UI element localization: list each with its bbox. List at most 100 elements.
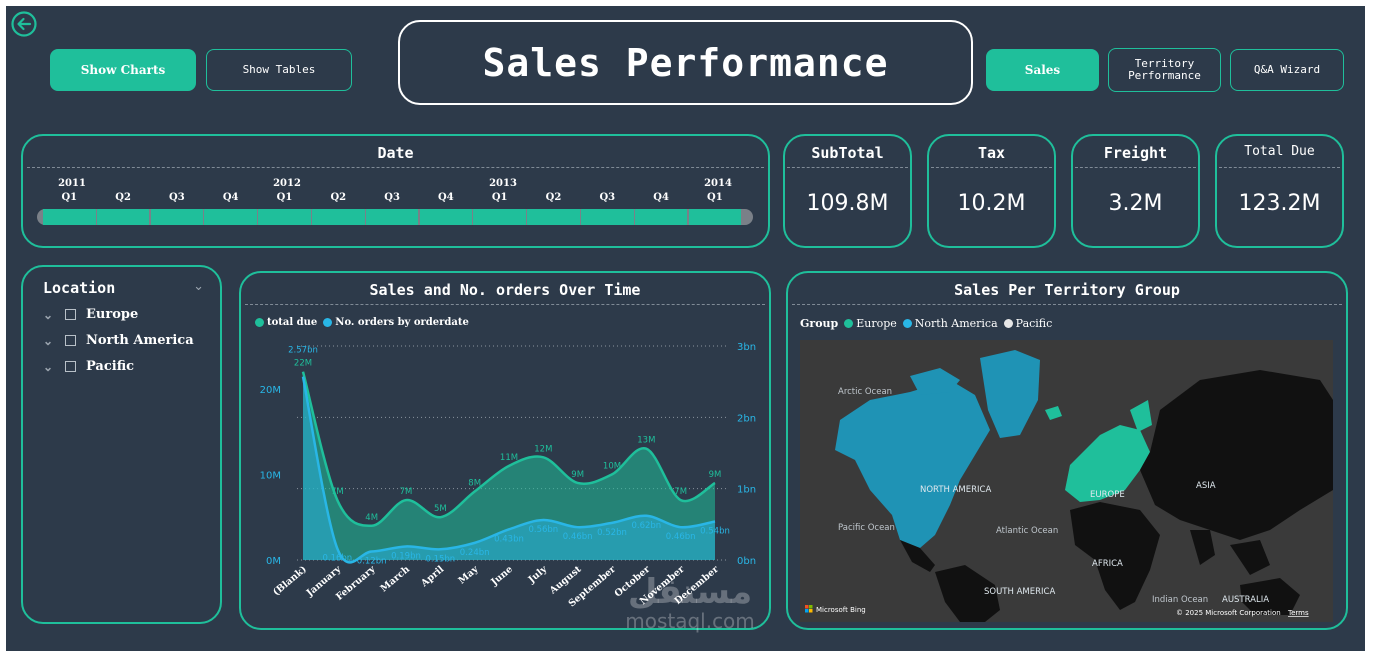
- location-item-pacific[interactable]: ⌄ Pacific: [43, 359, 134, 374]
- legend-dot: [255, 318, 264, 327]
- x-axis-tick: (Blank): [271, 564, 309, 598]
- data-label-orders: 0.46bn: [563, 532, 593, 542]
- territory-performance-button[interactable]: Territory Performance: [1108, 48, 1221, 92]
- kpi-value: 3.2M: [1108, 191, 1163, 216]
- kpi-total-due: Total Due 123.2M: [1215, 134, 1344, 248]
- kpi-subtotal: SubTotal 109.8M: [783, 134, 912, 248]
- checkbox[interactable]: [65, 335, 76, 346]
- kpi-title: Tax: [977, 144, 1006, 162]
- quarter-cell[interactable]: [419, 209, 473, 225]
- divider: [787, 167, 908, 168]
- data-label-total-due: 11M: [500, 453, 518, 463]
- x-axis-tick: July: [526, 564, 550, 587]
- quarter-cell[interactable]: [150, 209, 204, 225]
- map-terms-link[interactable]: Terms: [1287, 609, 1309, 617]
- kpi-title: Freight: [1103, 144, 1168, 162]
- quarter-cell[interactable]: [204, 209, 257, 225]
- kpi-value: 10.2M: [957, 191, 1026, 216]
- legend-item-north-america[interactable]: North America: [902, 317, 998, 330]
- location-item-europe[interactable]: ⌄ Europe: [43, 307, 138, 322]
- checkbox[interactable]: [65, 361, 76, 372]
- legend-label: No. orders by orderdate: [335, 317, 469, 328]
- legend-item-total-due[interactable]: total due: [255, 317, 317, 328]
- show-charts-button[interactable]: Show Charts: [50, 49, 196, 91]
- quarter-cell[interactable]: [581, 209, 634, 225]
- data-label-total-due: 12M: [534, 444, 552, 454]
- legend-dot: [844, 319, 854, 328]
- quarter-label: Q1: [61, 192, 78, 203]
- chevron-down-icon[interactable]: ⌄: [43, 359, 54, 374]
- quarter-label: Q2: [545, 192, 562, 203]
- page-title: Sales Performance: [482, 40, 889, 85]
- sales-button[interactable]: Sales: [986, 49, 1099, 91]
- data-label-total-due: 8M: [468, 479, 481, 489]
- chevron-down-icon[interactable]: ⌄: [43, 307, 54, 322]
- data-label-total-due: 10M: [603, 461, 621, 471]
- show-tables-button[interactable]: Show Tables: [206, 49, 352, 91]
- map-label: Arctic Ocean: [838, 387, 892, 397]
- location-item-north-america[interactable]: ⌄ North America: [43, 333, 194, 348]
- date-timeline[interactable]: 2011 2012 2013 2014 Q1 Q2 Q3 Q4 Q1 Q2 Q3 Q4 Q1 Q2…: [37, 176, 753, 228]
- checkbox[interactable]: [65, 309, 76, 320]
- chart-legend: total due No. orders by orderdate: [255, 317, 475, 328]
- qa-wizard-button[interactable]: Q&A Wizard: [1230, 49, 1344, 91]
- kpi-value: 109.8M: [806, 191, 889, 216]
- map-title: Sales Per Territory Group: [954, 281, 1180, 299]
- data-label-total-due: 9M: [709, 470, 722, 480]
- data-label-orders: 0.19bn: [391, 551, 421, 561]
- kpi-value: 123.2M: [1238, 191, 1321, 216]
- area-chart[interactable]: 22M 7M 4M 7M 5M 8M 11M 12M 9M 10M 13M 7M 9M 2.57bn 0.1…: [241, 328, 769, 628]
- date-slicer: Date 2011 2012 2013 2014 Q1 Q2 Q3 Q4 Q1 Q2 Q3 Q…: [21, 134, 770, 248]
- report-canvas: Show Charts Show Tables Sales Performanc…: [6, 6, 1365, 651]
- data-label-total-due: 7M: [331, 487, 344, 497]
- data-label-total-due: 13M: [637, 436, 655, 446]
- year-label: 2011: [58, 178, 86, 189]
- kpi-title: Total Due: [1244, 144, 1315, 159]
- page-title-box: Sales Performance: [398, 20, 973, 105]
- y-axis-tick-right: 1bn: [737, 485, 756, 496]
- kpi-title: SubTotal: [811, 144, 884, 162]
- kpi-freight: Freight 3.2M: [1071, 134, 1200, 248]
- quarter-cell[interactable]: [258, 209, 311, 225]
- series-line-orders[interactable]: [301, 376, 716, 564]
- quarter-cell[interactable]: [527, 209, 580, 225]
- world-map[interactable]: Arctic Ocean NORTH AMERICA EUROPE ASIA P…: [800, 340, 1333, 622]
- quarter-cell[interactable]: [43, 209, 96, 225]
- chevron-down-icon[interactable]: ⌄: [43, 333, 54, 348]
- quarter-label: Q2: [330, 192, 347, 203]
- divider: [792, 304, 1342, 305]
- series-line-total-due[interactable]: [301, 371, 716, 528]
- quarter-label: Q3: [169, 192, 185, 203]
- data-label-orders: 0.15bn: [425, 554, 455, 564]
- quarter-cell[interactable]: [96, 209, 150, 225]
- legend-dot: [1003, 319, 1013, 328]
- data-label-orders: 0.56bn: [528, 525, 558, 535]
- quarter-label: Q4: [438, 192, 454, 203]
- chevron-down-icon[interactable]: ⌄: [193, 279, 204, 294]
- legend-item-europe[interactable]: Europe: [844, 317, 897, 330]
- quarter-cell[interactable]: [365, 209, 419, 225]
- legend-label: total due: [267, 317, 318, 328]
- legend-dot: [323, 318, 333, 327]
- year-label: 2014: [704, 178, 732, 189]
- legend-item-pacific[interactable]: Pacific: [1003, 317, 1052, 330]
- divider: [245, 304, 765, 305]
- map-label: AUSTRALIA: [1222, 595, 1269, 605]
- quarter-cell[interactable]: [473, 209, 526, 225]
- legend-item-orders[interactable]: No. orders by orderdate: [323, 317, 469, 328]
- map-label: ASIA: [1196, 481, 1216, 491]
- y-axis-tick-right: 3bn: [737, 342, 756, 353]
- quarter-label: Q4: [222, 192, 239, 203]
- legend-dot: [902, 319, 912, 328]
- microsoft-logo-icon: [805, 605, 813, 613]
- quarter-cell[interactable]: [312, 209, 365, 225]
- quarter-cell[interactable]: [634, 209, 688, 225]
- divider: [1075, 167, 1196, 168]
- quarter-cell[interactable]: [688, 209, 742, 225]
- data-label-orders: 2.57bn: [288, 346, 318, 356]
- arrow-left-circle-icon[interactable]: [11, 11, 37, 37]
- year-label: 2012: [273, 178, 301, 189]
- sales-orders-chart-panel: Sales and No. orders Over Time total due…: [239, 271, 771, 630]
- location-item-label: Europe: [86, 307, 139, 322]
- quarter-label: Q1: [707, 192, 723, 203]
